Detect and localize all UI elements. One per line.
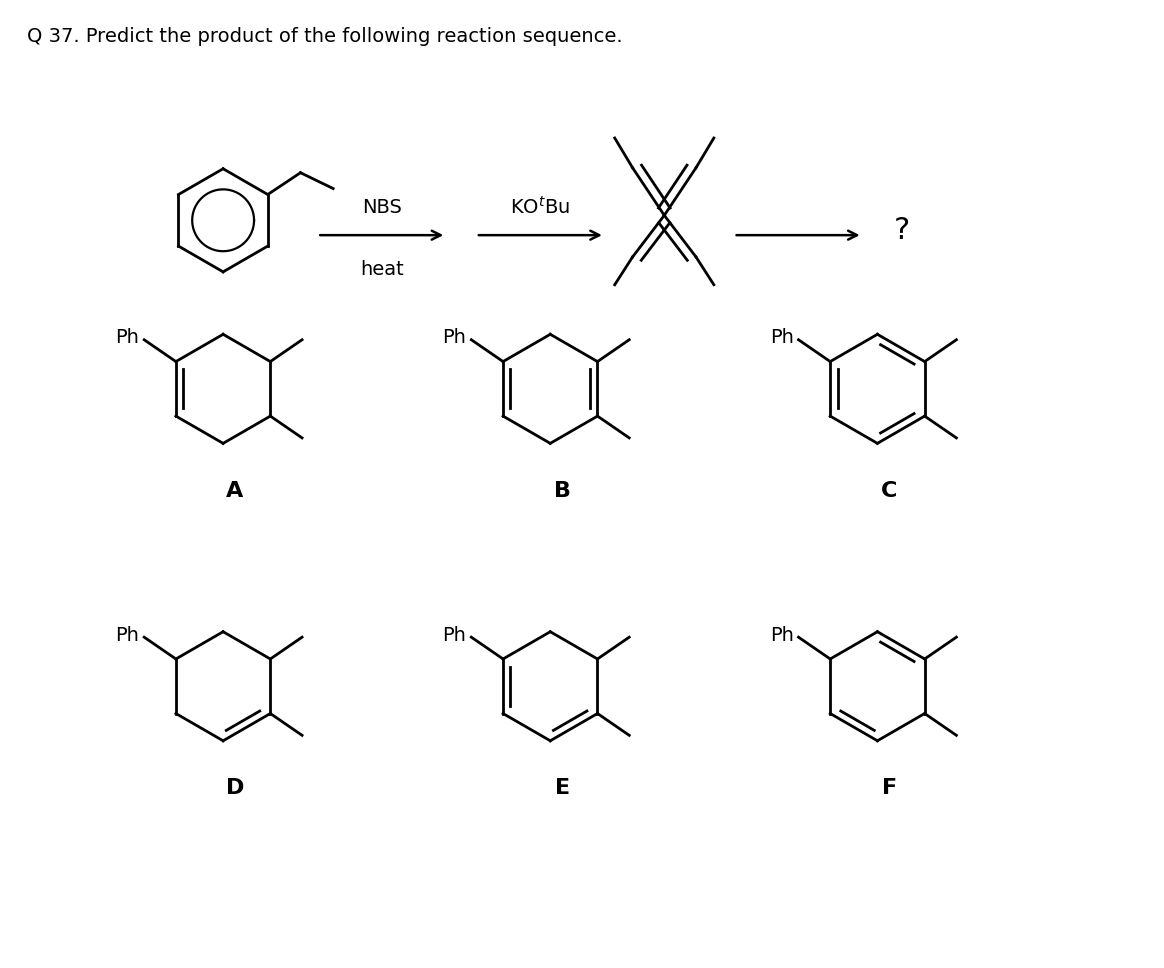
Text: C: C (881, 481, 897, 501)
Text: Ph: Ph (769, 328, 794, 348)
Text: B: B (554, 481, 570, 501)
Text: heat: heat (360, 260, 404, 279)
Text: Ph: Ph (115, 328, 140, 348)
Text: ?: ? (894, 216, 910, 245)
Text: D: D (226, 778, 244, 799)
Text: Ph: Ph (769, 625, 794, 645)
Text: A: A (226, 481, 243, 501)
Text: NBS: NBS (362, 198, 402, 217)
Text: KO$^t$Bu: KO$^t$Bu (510, 196, 570, 217)
Text: Q 37. Predict the product of the following reaction sequence.: Q 37. Predict the product of the followi… (27, 27, 623, 45)
Text: Ph: Ph (442, 328, 467, 348)
Text: E: E (554, 778, 569, 799)
Text: Ph: Ph (442, 625, 467, 645)
Text: Ph: Ph (115, 625, 140, 645)
Text: F: F (882, 778, 897, 799)
